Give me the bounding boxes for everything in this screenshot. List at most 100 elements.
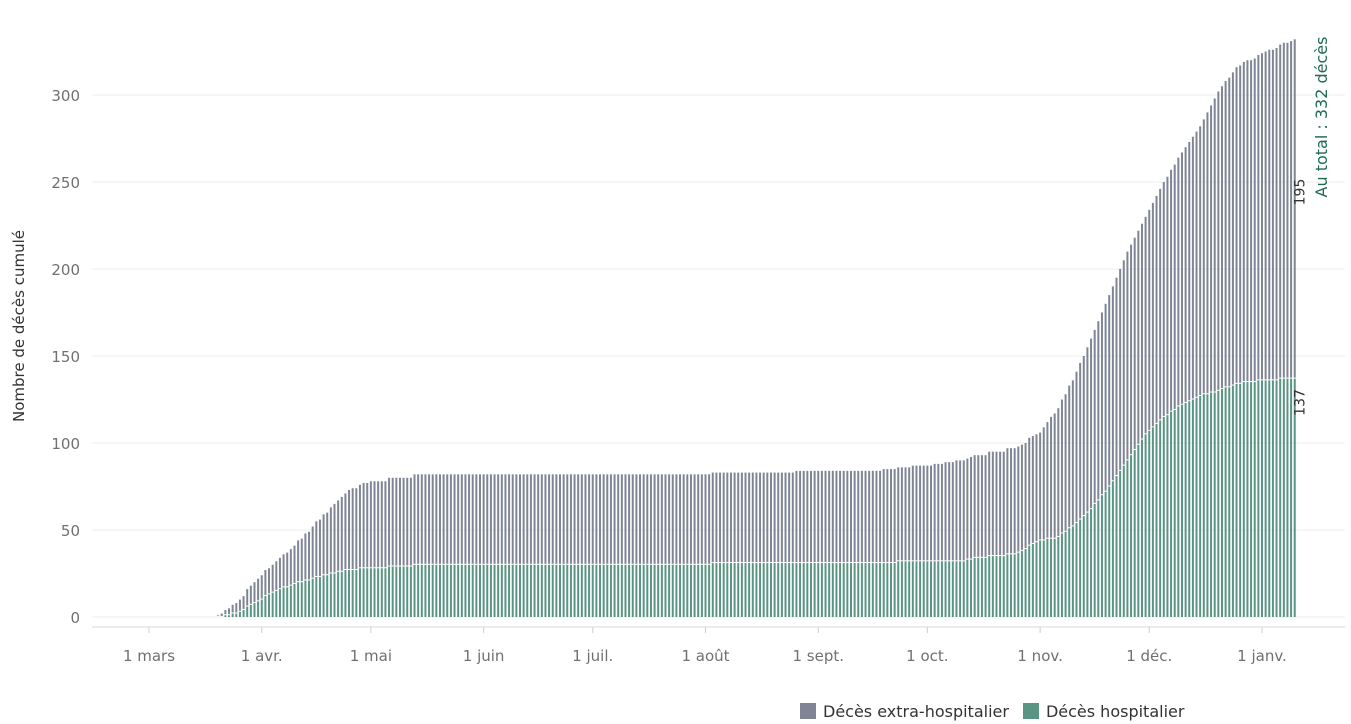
bar-hospitalier <box>402 566 405 617</box>
bar-extra-hospitalier <box>428 474 431 564</box>
bar-extra-hospitalier <box>1191 136 1194 399</box>
bar-extra-hospitalier <box>871 470 874 563</box>
bar-hospitalier <box>497 564 500 617</box>
bar-hospitalier <box>300 582 303 617</box>
bar-hospitalier <box>271 592 274 617</box>
bar-hospitalier <box>980 557 983 617</box>
bar-hospitalier <box>628 564 631 617</box>
bar-hospitalier <box>257 601 260 617</box>
total-annotation: Au total : 332 décès <box>1312 37 1331 198</box>
bar-hospitalier <box>962 561 965 617</box>
bar-hospitalier <box>1228 387 1231 617</box>
bar-hospitalier <box>1020 550 1023 617</box>
bar-hospitalier <box>1071 526 1074 617</box>
bar-hospitalier <box>617 564 620 617</box>
y-axis-ticks: 0 50 100 150 200 250 300 <box>51 87 80 627</box>
bar-extra-hospitalier <box>660 474 663 564</box>
bar-extra-hospitalier <box>639 474 642 564</box>
bar-hospitalier <box>977 557 980 617</box>
bar-hospitalier <box>231 613 234 617</box>
bar-extra-hospitalier <box>777 472 780 563</box>
bar-extra-hospitalier <box>380 481 383 568</box>
bar-extra-hospitalier <box>962 460 965 561</box>
x-tick-label: 1 juin <box>463 647 505 665</box>
bar-hospitalier <box>922 561 925 617</box>
bar-hospitalier <box>751 563 754 617</box>
bar-extra-hospitalier <box>668 474 671 564</box>
bar-hospitalier <box>526 564 529 617</box>
bar-extra-hospitalier <box>522 474 525 564</box>
bar-extra-hospitalier <box>1093 329 1096 503</box>
bar-hospitalier <box>1210 392 1213 617</box>
bar-hospitalier <box>1177 406 1180 617</box>
bar-hospitalier <box>824 563 827 617</box>
legend: Décès extra-hospitalier Décès hospitalie… <box>800 700 1198 722</box>
bar-hospitalier <box>809 563 812 617</box>
bar-hospitalier <box>755 563 758 617</box>
bar-extra-hospitalier <box>617 474 620 564</box>
bar-hospitalier <box>1264 380 1267 617</box>
bar-hospitalier <box>835 563 838 617</box>
bar-extra-hospitalier <box>497 474 500 564</box>
bar-hospitalier <box>595 564 598 617</box>
bar-extra-hospitalier <box>875 470 878 563</box>
bar-hospitalier <box>926 561 929 617</box>
bar-extra-hospitalier <box>537 474 540 564</box>
bar-hospitalier <box>591 564 594 617</box>
bar-extra-hospitalier <box>759 472 762 563</box>
bar-extra-hospitalier <box>970 456 973 559</box>
bar-extra-hospitalier <box>791 472 794 563</box>
bar-hospitalier <box>424 564 427 617</box>
bar-extra-hospitalier <box>326 512 329 575</box>
bar-hospitalier <box>1235 383 1238 617</box>
bar-hospitalier <box>649 564 652 617</box>
bar-hospitalier <box>1166 415 1169 617</box>
bar-extra-hospitalier <box>526 474 529 564</box>
bar-extra-hospitalier <box>515 474 518 564</box>
bar-hospitalier <box>420 564 423 617</box>
y-tick-label: 50 <box>61 522 80 540</box>
bar-extra-hospitalier <box>1260 53 1264 380</box>
bar-extra-hospitalier <box>853 470 856 563</box>
bar-hospitalier <box>1151 427 1154 617</box>
bar-extra-hospitalier <box>333 503 336 573</box>
bar-hospitalier <box>686 564 689 617</box>
bar-extra-hospitalier <box>733 472 736 563</box>
x-axis-ticks: 1 mars 1 avr. 1 mai 1 juin 1 juil. 1 août 1 se… <box>123 627 1287 665</box>
bar-hospitalier <box>639 564 642 617</box>
bar-extra-hospitalier <box>253 582 256 603</box>
bar-extra-hospitalier <box>722 472 725 563</box>
bar-extra-hospitalier <box>1082 356 1085 516</box>
bar-extra-hospitalier <box>1060 399 1063 533</box>
bar-hospitalier <box>395 566 398 617</box>
bar-hospitalier <box>679 564 682 617</box>
bar-hospitalier <box>504 564 507 617</box>
bar-hospitalier <box>242 610 245 617</box>
bar-hospitalier <box>1119 470 1122 617</box>
bar-hospitalier <box>759 563 762 617</box>
bar-hospitalier <box>1239 383 1242 617</box>
bar-extra-hospitalier <box>1184 147 1187 402</box>
bar-extra-hospitalier <box>588 474 591 564</box>
bar-extra-hospitalier <box>460 474 463 564</box>
bar-extra-hospitalier <box>868 470 871 563</box>
bar-extra-hospitalier <box>926 465 929 561</box>
bar-hospitalier <box>791 563 794 617</box>
bar-hospitalier <box>1271 380 1274 617</box>
bar-hospitalier <box>864 563 867 617</box>
bar-extra-hospitalier <box>518 474 522 564</box>
bar-hospitalier <box>1053 538 1056 617</box>
bar-hospitalier <box>482 564 485 617</box>
y-axis-label: Nombre de décès cumulé <box>10 230 28 422</box>
bar-hospitalier <box>1060 533 1063 617</box>
bar-hospitalier <box>318 576 321 617</box>
gridlines <box>92 94 1345 618</box>
bar-hospitalier <box>362 568 365 617</box>
bar-extra-hospitalier <box>846 470 849 563</box>
bar-extra-hospitalier <box>937 463 940 561</box>
bar-extra-hospitalier <box>304 533 307 580</box>
bar-hospitalier <box>544 564 547 617</box>
bar-hospitalier <box>613 564 616 617</box>
bar-extra-hospitalier <box>609 474 612 564</box>
bar-extra-hospitalier <box>1126 251 1129 460</box>
